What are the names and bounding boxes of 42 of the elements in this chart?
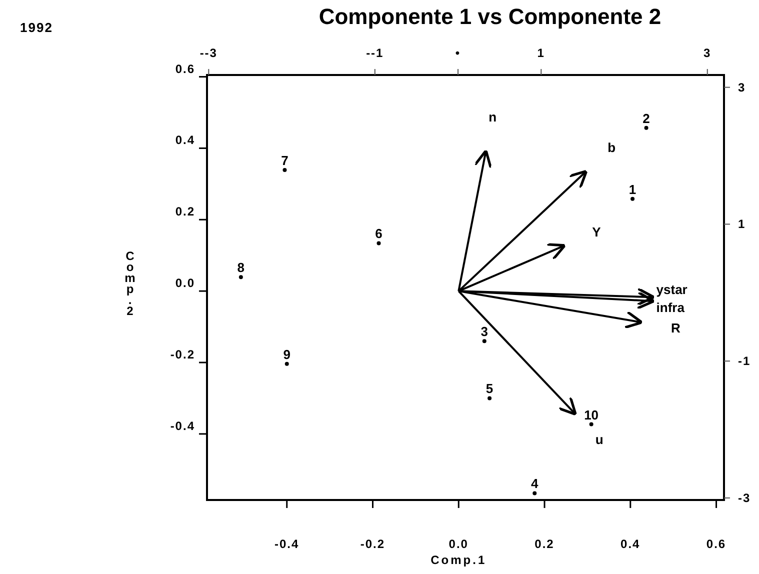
text: Y	[592, 224, 602, 240]
annotation: 5	[486, 381, 494, 396]
y2-tick-label: -3	[738, 490, 751, 505]
annotation: 10	[584, 407, 599, 422]
y-tick-label: 0.6	[175, 62, 195, 76]
text: u	[595, 432, 604, 447]
y2-tick-label: 1	[738, 217, 746, 232]
y-axis-title: Comp.2	[124, 249, 136, 318]
annotation: 2	[642, 110, 650, 126]
x2-tick-label: •	[455, 46, 461, 60]
x-tick-label: 0.6	[706, 537, 726, 551]
text: b	[608, 140, 616, 155]
x-axis-title: Comp.1	[430, 553, 487, 567]
text: R	[671, 320, 682, 336]
x-tick-label: 0.4	[620, 537, 640, 551]
annotation: 8	[237, 260, 245, 276]
y-tick-label: 0.0	[175, 276, 195, 290]
y-tick-label: -0.2	[170, 348, 195, 362]
x2-tick-label: 1	[537, 46, 545, 60]
y2-tick-label: -1	[738, 354, 751, 368]
text: n	[488, 109, 497, 124]
x-tick-label: -0.4	[274, 537, 300, 551]
chart-title: Componente 1 vs Componente 2	[318, 4, 662, 29]
annotation: 6	[375, 226, 382, 242]
x2-tick-label: 3	[704, 46, 712, 60]
y2-tick-label: 3	[738, 80, 746, 94]
x-tick-label: 0.2	[534, 537, 554, 551]
x-tick-label: 0.0	[448, 537, 468, 551]
y-tick-label: -0.4	[170, 418, 195, 433]
annotation: 1	[628, 182, 636, 197]
annotation: 9	[283, 346, 290, 362]
y-tick-label: 0.4	[175, 133, 195, 148]
x2-tick-label: --3	[200, 46, 218, 60]
annotation: 3	[480, 324, 488, 340]
series-label: infra	[656, 300, 686, 316]
annotation: 7	[281, 153, 288, 168]
series-label: ystar	[656, 282, 688, 298]
text: 1992	[20, 20, 53, 35]
x2-tick-label: --1	[366, 46, 384, 60]
x-tick-label: -0.2	[360, 537, 386, 551]
annotation: 4	[531, 476, 540, 492]
y-tick-label: 0.2	[175, 204, 195, 219]
